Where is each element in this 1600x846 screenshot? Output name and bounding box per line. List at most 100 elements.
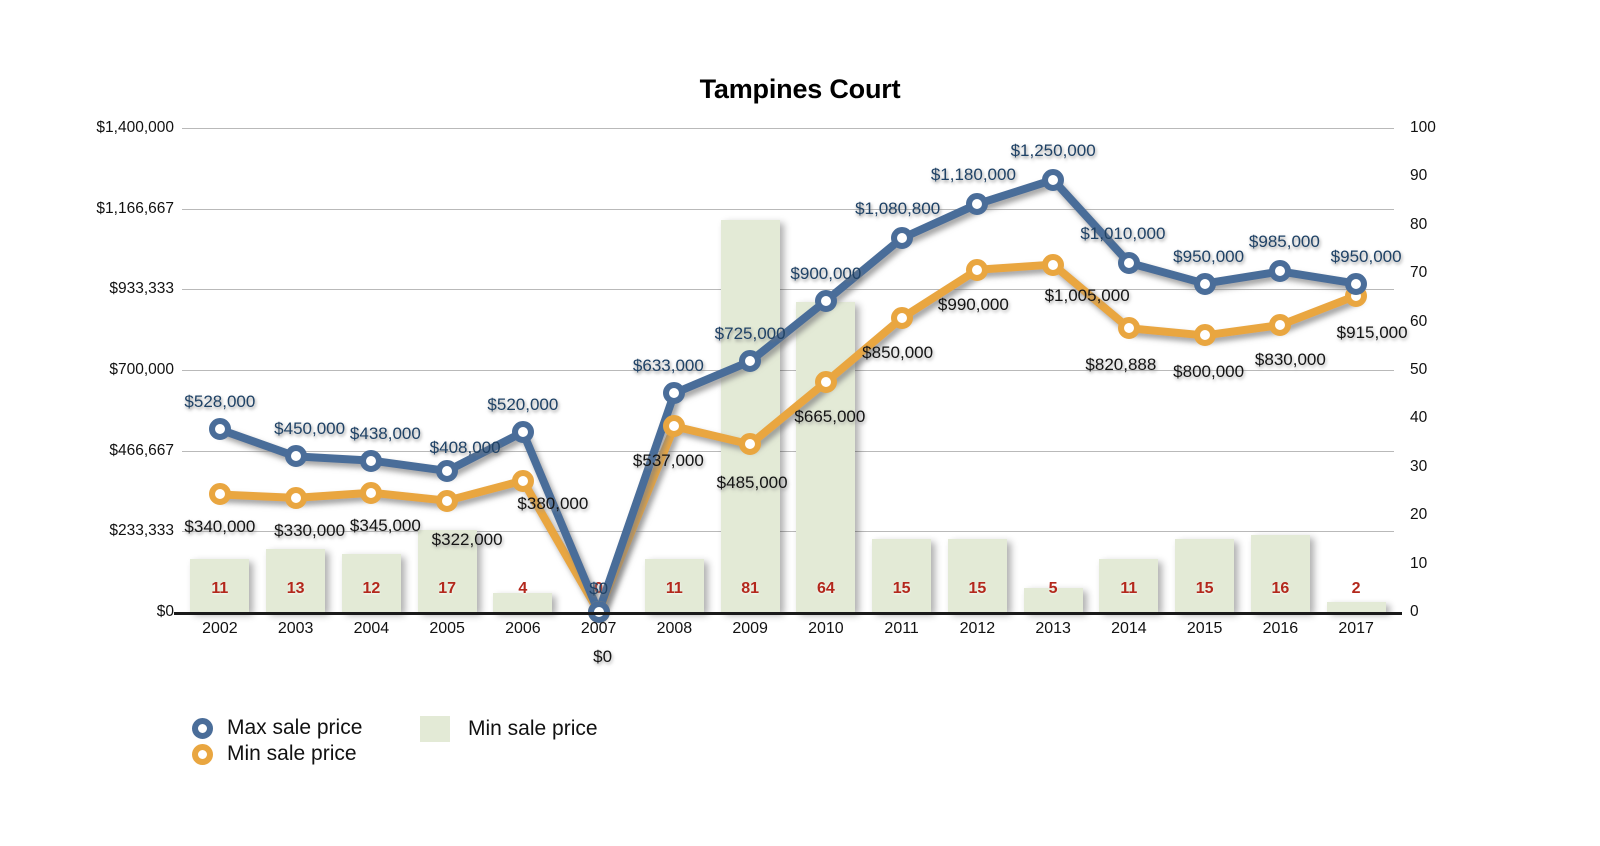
gridline	[182, 531, 1394, 533]
marker-min-sale-price	[1117, 317, 1140, 340]
bar-count-label: 12	[362, 580, 381, 597]
chart-title: Tampines Court	[699, 74, 901, 104]
label-max-sale-price: $633,000	[632, 356, 704, 376]
x-axis-tick-label: 2003	[277, 620, 314, 637]
marker-min-sale-price	[663, 415, 686, 438]
label-max-sale-price: $950,000	[1173, 246, 1245, 266]
label-max-sale-price: $450,000	[274, 419, 346, 439]
marker-max-sale-price	[511, 421, 534, 444]
bar-count-label: 81	[741, 580, 760, 597]
legend-swatch-icon	[420, 716, 450, 742]
legend-item[interactable]: Min sale price	[420, 716, 598, 742]
label-max-sale-price: $408,000	[429, 437, 501, 457]
label-max-sale-price: $985,000	[1248, 232, 1320, 252]
bar-count-label: 15	[1195, 580, 1214, 597]
x-axis-tick-label: 2008	[656, 620, 693, 637]
x-axis-tick-label: 2007	[580, 620, 617, 637]
gridline	[182, 128, 1394, 129]
gridline	[182, 289, 1394, 291]
bar-count-label: 17	[438, 580, 457, 597]
label-max-sale-price: $438,000	[349, 423, 421, 443]
bar-count-label: 4	[518, 580, 528, 597]
bar	[1099, 558, 1159, 612]
line-min-sale-price	[215, 260, 1361, 616]
x-axis-tick-label: 2013	[1035, 620, 1071, 637]
bar	[947, 539, 1007, 612]
marker-max-sale-price	[284, 445, 307, 468]
x-axis-tick-label: 2014	[1111, 620, 1147, 637]
marker-min-sale-price	[436, 489, 459, 512]
bar	[1175, 539, 1235, 612]
marker-min-sale-price	[208, 483, 231, 506]
label-min-sale-price: $830,000	[1254, 350, 1326, 370]
label-max-sale-price: $1,250,000	[1010, 140, 1096, 160]
x-axis-tick-label: 2012	[959, 620, 996, 637]
x-axis-tick-label: 2005	[429, 620, 465, 637]
marker-min-sale-price	[284, 486, 307, 509]
marker-max-sale-price	[966, 193, 989, 216]
y-axis-left-tick-label: $1,166,667	[96, 199, 174, 217]
label-min-sale-price: $0	[593, 647, 613, 666]
y-axis-right-tick-label: 100	[1410, 119, 1436, 136]
legend-label: Min sale price	[468, 717, 598, 740]
y-axis-right-tick-label: 10	[1410, 554, 1428, 572]
bar-count-label: 11	[211, 580, 229, 597]
label-max-sale-price: $1,010,000	[1080, 223, 1166, 243]
marker-max-sale-price	[436, 459, 459, 482]
label-min-sale-price: $665,000	[794, 407, 866, 427]
y-axis-right-tick-label: 90	[1410, 167, 1428, 185]
bar	[1250, 534, 1310, 612]
marker-min-sale-price	[360, 481, 383, 504]
y-axis-left-tick-label: $0	[156, 603, 174, 620]
marker-max-sale-price	[814, 289, 837, 312]
bar-count-label: 13	[286, 580, 305, 597]
x-axis-tick-label: 2010	[808, 620, 844, 637]
x-axis-tick-label: 2004	[353, 620, 390, 637]
label-max-sale-price: $528,000	[184, 392, 256, 412]
label-min-sale-price: $485,000	[716, 473, 788, 493]
marker-min-sale-price	[814, 371, 837, 394]
label-min-sale-price: $537,000	[632, 451, 704, 471]
x-axis-tick-label: 2016	[1262, 620, 1299, 637]
label-max-sale-price: $520,000	[487, 395, 559, 415]
marker-max-sale-price	[1269, 260, 1292, 283]
bar-count-label: 11	[665, 580, 683, 597]
line-max-sale-price	[215, 175, 1361, 616]
bar-count-label: 16	[1271, 580, 1290, 597]
marker-min-sale-price	[1269, 314, 1292, 337]
gridline	[182, 370, 1394, 371]
bar	[266, 549, 326, 612]
chart-legend: Max sale price Min sale price Min sale pri…	[182, 712, 1082, 782]
bar	[190, 558, 250, 612]
x-axis-tick-label: 2011	[884, 620, 919, 637]
label-min-sale-price: $850,000	[862, 343, 934, 363]
label-min-sale-price: $330,000	[274, 520, 346, 540]
gridline	[182, 208, 1394, 210]
y-axis-left-tick-label: $933,333	[109, 280, 174, 298]
label-min-sale-price: $915,000	[1336, 322, 1408, 342]
marker-min-sale-price	[890, 307, 913, 330]
legend-item[interactable]: Min sale price	[192, 742, 357, 766]
y-axis-right-tick-label: 60	[1410, 312, 1428, 330]
legend-item[interactable]: Max sale price	[192, 716, 362, 740]
y-axis-right-tick-label: 40	[1410, 409, 1428, 427]
plot-area: 11 13 12 17 4 0 11 81 64 15 15 5 11 15 16 2 $528,000 $45…	[174, 128, 1408, 666]
label-max-sale-price: $900,000	[790, 263, 862, 283]
bar-count-label: 0	[594, 580, 604, 597]
label-max-sale-price: $0	[589, 579, 609, 598]
x-axis-baseline	[174, 612, 1402, 615]
legend-label: Min sale price	[227, 742, 357, 765]
y-axis-right-tick-label: 30	[1410, 457, 1428, 475]
label-min-sale-price: $990,000	[937, 294, 1009, 314]
bar-count-label: 5	[1048, 580, 1058, 597]
x-axis-tick-label: 2002	[202, 620, 238, 637]
marker-min-sale-price	[966, 258, 989, 281]
label-min-sale-price: $820,888	[1085, 355, 1157, 375]
legend-marker-icon	[192, 717, 213, 739]
bar	[493, 592, 553, 612]
bar	[417, 529, 477, 612]
y-axis-right-tick-label: 50	[1410, 361, 1428, 378]
y-axis-left-tick-label: $233,333	[109, 522, 174, 540]
y-axis-right-tick-label: 80	[1410, 215, 1428, 233]
bar-count-label: 2	[1351, 580, 1361, 597]
